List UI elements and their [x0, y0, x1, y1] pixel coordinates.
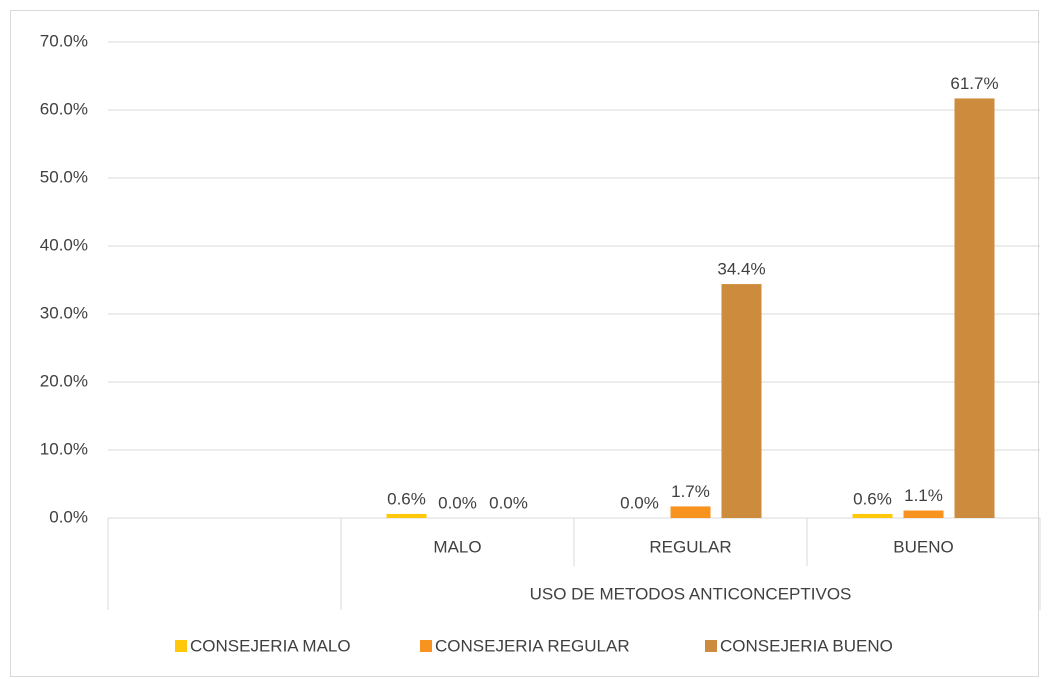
bar — [954, 98, 995, 518]
bar — [903, 510, 944, 518]
data-label: 0.0% — [489, 493, 528, 512]
x-tick-label: BUENO — [893, 537, 953, 556]
legend-swatch — [175, 640, 187, 652]
y-tick-label: 50.0% — [40, 167, 88, 186]
data-label: 0.6% — [853, 489, 892, 508]
y-tick-label: 60.0% — [40, 99, 88, 118]
legend-swatch — [420, 640, 432, 652]
y-tick-label: 20.0% — [40, 371, 88, 390]
y-tick-label: 30.0% — [40, 303, 88, 322]
legend-label: CONSEJERIA REGULAR — [435, 636, 630, 655]
data-label: 1.1% — [904, 486, 943, 505]
data-label: 0.6% — [387, 489, 426, 508]
bar — [852, 513, 893, 518]
y-tick-label: 70.0% — [40, 31, 88, 50]
legend-label: CONSEJERIA MALO — [190, 636, 351, 655]
y-tick-label: 40.0% — [40, 235, 88, 254]
bar — [386, 513, 427, 518]
bar — [670, 506, 711, 518]
y-tick-label: 0.0% — [49, 507, 88, 526]
data-label: 1.7% — [671, 482, 710, 501]
x-axis-label: USO DE METODOS ANTICONCEPTIVOS — [530, 584, 852, 603]
bar — [721, 284, 762, 518]
x-tick-label: MALO — [433, 537, 481, 556]
y-tick-label: 10.0% — [40, 439, 88, 458]
data-label: 0.0% — [438, 493, 477, 512]
x-tick-label: REGULAR — [649, 537, 731, 556]
legend-swatch — [705, 640, 717, 652]
legend-label: CONSEJERIA BUENO — [720, 636, 893, 655]
data-label: 34.4% — [717, 260, 765, 279]
data-label: 0.0% — [620, 493, 659, 512]
chart-border — [10, 10, 1039, 677]
data-label: 61.7% — [950, 74, 998, 93]
